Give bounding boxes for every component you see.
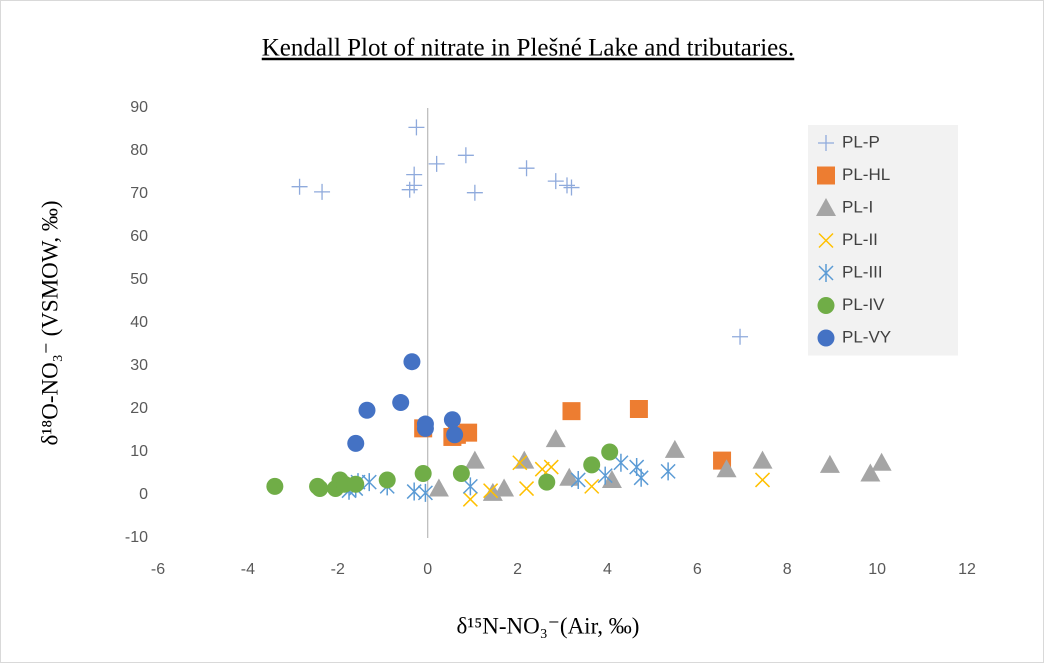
y-tick-label: 70 (130, 185, 148, 202)
x-tick-label: 6 (693, 561, 702, 578)
data-point (443, 411, 461, 429)
y-tick-label: 60 (130, 228, 148, 245)
data-point (629, 400, 648, 418)
data-point (494, 478, 515, 497)
x-tick-label: 4 (603, 561, 612, 578)
data-point (597, 466, 613, 485)
y-axis-label: δ¹⁸O-NO₃⁻ (VSMOW, ‰) (37, 200, 62, 445)
data-point (538, 473, 556, 491)
data-point (462, 491, 478, 507)
data-point (414, 465, 432, 482)
data-point (483, 483, 499, 499)
x-tick-label: 12 (958, 561, 976, 578)
data-point (358, 401, 376, 419)
x-axis-label: δ¹⁵N-NO₃⁻(Air, ‰) (457, 613, 640, 638)
data-point (752, 450, 773, 469)
data-point (462, 477, 478, 496)
data-point (583, 456, 601, 474)
data-point (459, 423, 478, 442)
legend-label: PL-II (842, 230, 878, 249)
legend-box (808, 125, 958, 356)
y-tick-label: 40 (130, 314, 148, 331)
data-point (860, 463, 881, 482)
data-point (518, 160, 535, 177)
x-tick-label: 10 (868, 561, 886, 578)
data-point (392, 394, 410, 412)
data-point (871, 452, 892, 471)
data-point (403, 353, 421, 371)
y-tick-label: 20 (130, 400, 148, 417)
data-point (613, 453, 629, 472)
data-point (716, 459, 737, 478)
data-point (543, 459, 559, 475)
data-point (601, 443, 619, 461)
data-point (347, 434, 365, 452)
x-tick-label: 0 (423, 561, 432, 578)
data-point (570, 470, 586, 489)
y-tick-label: 30 (130, 357, 148, 374)
data-point (664, 439, 685, 458)
data-point (446, 426, 464, 444)
data-point (401, 181, 418, 198)
x-tick-label: 8 (783, 561, 792, 578)
data-point (378, 471, 396, 489)
y-tick-label: 80 (130, 142, 148, 159)
legend-label: PL-VY (842, 327, 891, 346)
data-point (559, 467, 580, 486)
data-point (464, 450, 485, 469)
data-point (519, 481, 535, 497)
data-point (562, 402, 581, 421)
y-tick-label: 90 (130, 99, 148, 116)
x-tick-label: -6 (151, 561, 165, 578)
legend-label: PL-I (842, 197, 873, 216)
data-point (819, 454, 840, 473)
legend-marker (817, 297, 835, 314)
data-point (547, 173, 564, 190)
legend-marker (818, 232, 834, 249)
data-point (732, 328, 749, 345)
legend-marker (816, 198, 836, 216)
legend-label: PL-IV (842, 295, 885, 314)
data-point (512, 455, 528, 471)
data-point (314, 183, 331, 200)
chart-title: Kendall Plot of nitrate in Plešné Lake a… (262, 35, 795, 62)
x-tick-label: -4 (241, 561, 255, 578)
data-point (311, 480, 329, 498)
data-point (408, 119, 425, 136)
legend-marker (818, 264, 834, 282)
data-point (584, 478, 600, 494)
y-tick-label: -10 (125, 529, 148, 546)
data-point (601, 469, 622, 488)
data-point (558, 177, 575, 194)
data-point (291, 178, 308, 195)
data-point (633, 468, 649, 487)
data-point (417, 483, 433, 502)
legend-label: PL-P (842, 132, 880, 151)
legend-label: PL-III (842, 262, 883, 281)
x-tick-label: 2 (513, 561, 522, 578)
data-point (428, 478, 449, 497)
data-point (266, 477, 284, 495)
y-tick-label: 0 (139, 486, 148, 503)
data-point (406, 166, 423, 183)
data-point (660, 462, 676, 481)
data-point (466, 184, 483, 201)
y-tick-label: 50 (130, 271, 148, 288)
y-tick-label: 10 (130, 443, 148, 460)
data-point (545, 429, 566, 448)
x-tick-label: -2 (331, 561, 345, 578)
data-point (754, 472, 771, 488)
legend-marker (817, 329, 835, 347)
data-point (416, 419, 434, 437)
data-point (428, 155, 445, 172)
data-point (347, 475, 365, 493)
data-point (452, 465, 470, 482)
data-point (563, 179, 580, 196)
legend-label: PL-HL (842, 165, 890, 184)
data-point (457, 147, 474, 164)
data-point (361, 473, 377, 492)
legend-marker (817, 166, 835, 185)
legend-marker (818, 135, 834, 151)
